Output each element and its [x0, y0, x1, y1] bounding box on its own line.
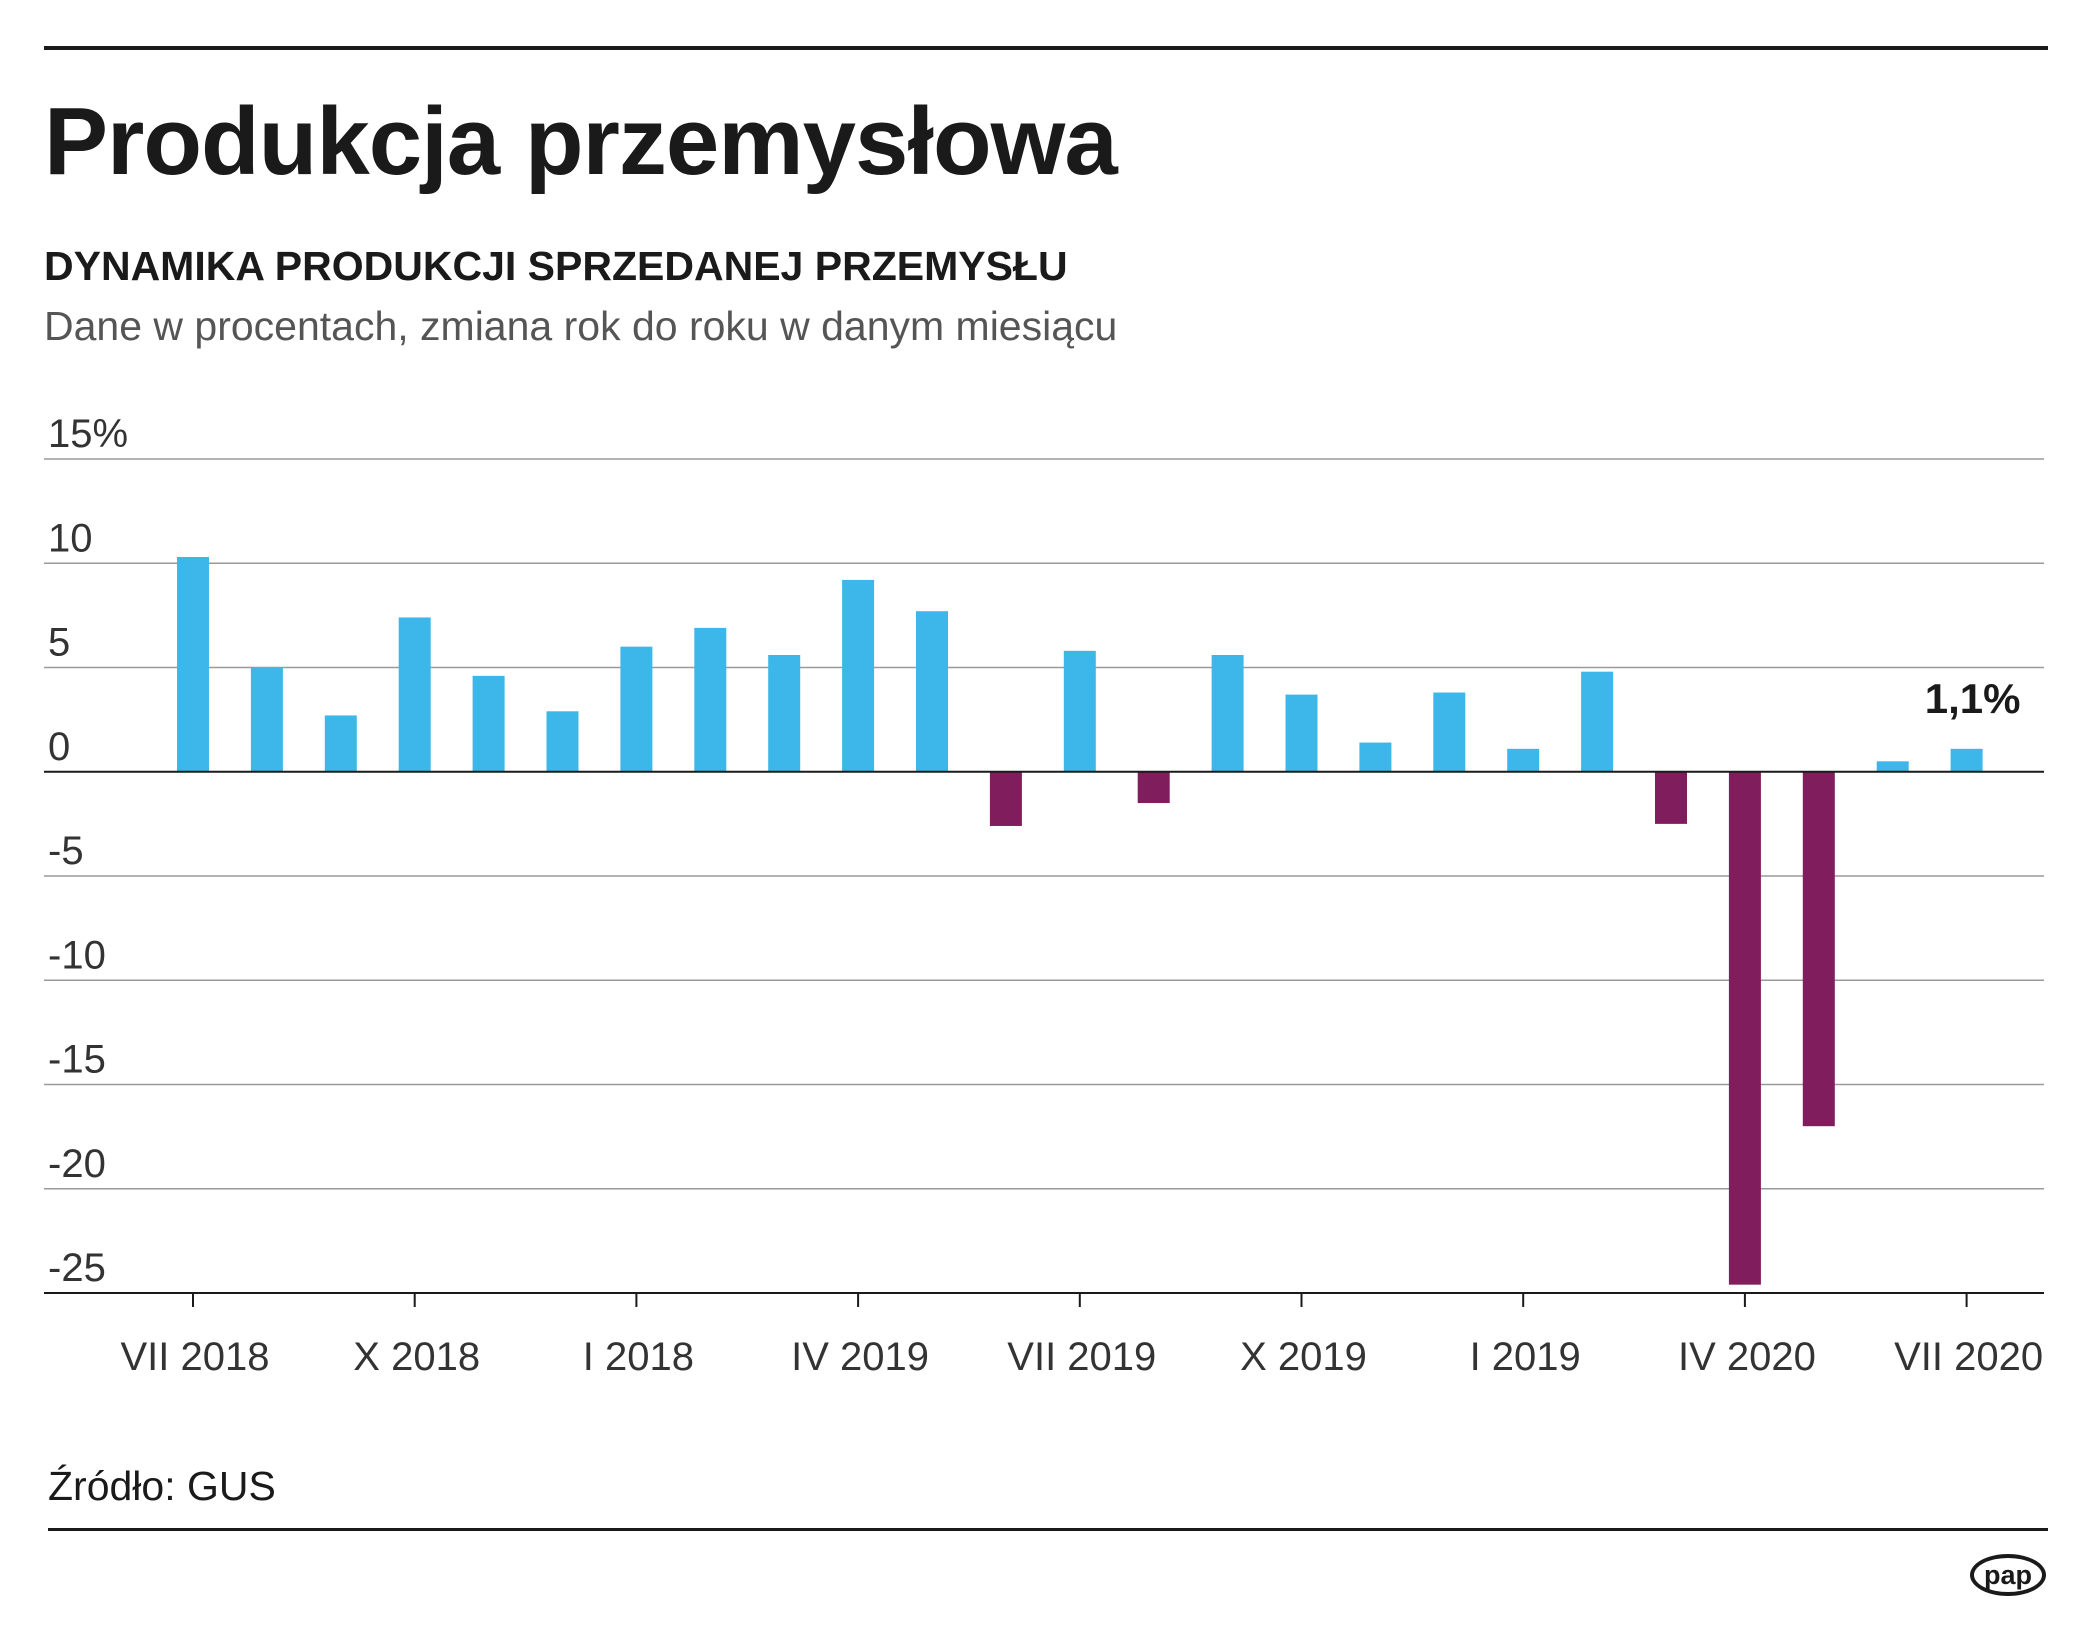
- x-tick-label: IV 2020: [1678, 1335, 1816, 1379]
- bar: [1137, 771, 1170, 804]
- bar: [1876, 761, 1909, 772]
- bar: [1950, 748, 1983, 772]
- bar: [1655, 771, 1687, 824]
- bottom-rule: [48, 1528, 2048, 1531]
- pap-logo: pap: [1970, 1554, 2046, 1596]
- bar: [916, 611, 948, 772]
- pap-logo-text: pap: [1984, 1560, 2032, 1590]
- x-tick-label: X 2018: [353, 1335, 480, 1379]
- bar: [1433, 692, 1466, 772]
- bar: [1581, 671, 1614, 772]
- y-tick-label: -5: [48, 829, 84, 873]
- x-tick-label: I 2019: [1470, 1335, 1581, 1379]
- bar-chart: 15% 10 5 0 -5 -10 -15 -20 -25 VII 2018 X 2018 I 201…: [44, 412, 2044, 1379]
- bar: [842, 579, 875, 772]
- source-note: Źródło: GUS: [48, 1463, 276, 1509]
- x-tick-label: VII 2020: [1894, 1335, 2043, 1379]
- top-rule: [44, 46, 2048, 50]
- bar: [989, 771, 1022, 826]
- y-tick-label: -20: [48, 1142, 106, 1186]
- y-tick-label: -15: [48, 1038, 106, 1082]
- x-tick-label: X 2019: [1240, 1335, 1367, 1379]
- y-tick-label: 5: [48, 621, 70, 665]
- bar: [1063, 650, 1096, 772]
- bar: [324, 715, 357, 772]
- bar: [472, 675, 505, 772]
- bar: [250, 667, 283, 772]
- bar: [1211, 654, 1244, 772]
- x-tick-label: VII 2019: [1007, 1335, 1156, 1379]
- bar: [1728, 771, 1761, 1285]
- y-tick-label: 0: [48, 725, 70, 769]
- bar: [1359, 742, 1392, 772]
- x-tick-label: I 2018: [583, 1335, 694, 1379]
- bar: [1507, 748, 1540, 772]
- page-title: Produkcja przemysłowa: [44, 88, 1118, 195]
- bar: [1285, 694, 1318, 772]
- bar: [398, 617, 431, 772]
- bar: [694, 627, 727, 772]
- y-tick-label: -25: [48, 1246, 106, 1290]
- y-tick-label: -10: [48, 933, 106, 977]
- bar: [546, 711, 579, 772]
- bar: [620, 646, 653, 772]
- chart-subtitle: DYNAMIKA PRODUKCJI SPRZEDANEJ PRZEMYSŁU: [44, 243, 1068, 289]
- bar: [768, 654, 801, 772]
- value-annotation: 1,1%: [1925, 675, 2021, 722]
- bar: [177, 556, 209, 772]
- chart-description: Dane w procentach, zmiana rok do roku w …: [44, 303, 1118, 349]
- y-tick-label: 15%: [48, 412, 128, 456]
- x-tick-label: IV 2019: [791, 1335, 929, 1379]
- y-tick-label: 10: [48, 516, 93, 560]
- bar: [1802, 771, 1835, 1127]
- x-tick-label: VII 2018: [120, 1335, 269, 1379]
